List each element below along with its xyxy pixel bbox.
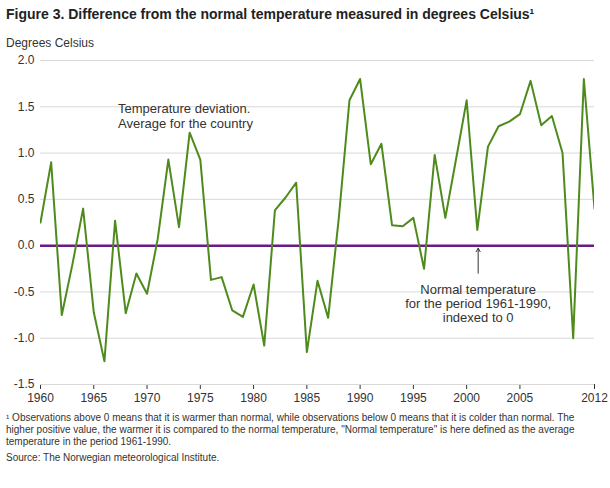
- svg-text:1995: 1995: [400, 391, 427, 405]
- html-text:Figure 3. Difference from the: Figure 3. Difference from the normal tem…: [6, 6, 535, 22]
- svg-text:0.5: 0.5: [18, 192, 35, 206]
- svg-text:1.5: 1.5: [18, 100, 35, 114]
- html-text:Degrees Celsius: Degrees Celsius: [6, 36, 94, 50]
- svg-text:1975: 1975: [187, 391, 214, 405]
- svg-text:1990: 1990: [347, 391, 374, 405]
- svg-text:-0.5: -0.5: [14, 285, 35, 299]
- html-text:Source: The Norwegian meteorol: Source: The Norwegian meteorological Ins…: [6, 452, 220, 463]
- svg-text:1985: 1985: [293, 391, 320, 405]
- svg-text:1970: 1970: [134, 391, 161, 405]
- svg-text:1980: 1980: [240, 391, 267, 405]
- svg-text:2005: 2005: [507, 391, 534, 405]
- svg-text:1965: 1965: [80, 391, 107, 405]
- svg-text:1960: 1960: [27, 391, 54, 405]
- svg-text:2012: 2012: [581, 391, 608, 405]
- svg-text:-1.0: -1.0: [14, 331, 35, 345]
- svg-text:0.0: 0.0: [18, 238, 35, 252]
- html-text:¹ Observations above 0 means t: ¹ Observations above 0 means that it is …: [6, 412, 575, 447]
- svg-text:Temperature deviation.Average: Temperature deviation.Average for the co…: [118, 101, 253, 131]
- svg-text:-1.5: -1.5: [14, 377, 35, 391]
- svg-text:2.0: 2.0: [18, 53, 35, 67]
- svg-text:Normal temperaturefor the peri: Normal temperaturefor the period 1961-19…: [405, 282, 551, 326]
- svg-text:1.0: 1.0: [18, 146, 35, 160]
- svg-text:2000: 2000: [453, 391, 480, 405]
